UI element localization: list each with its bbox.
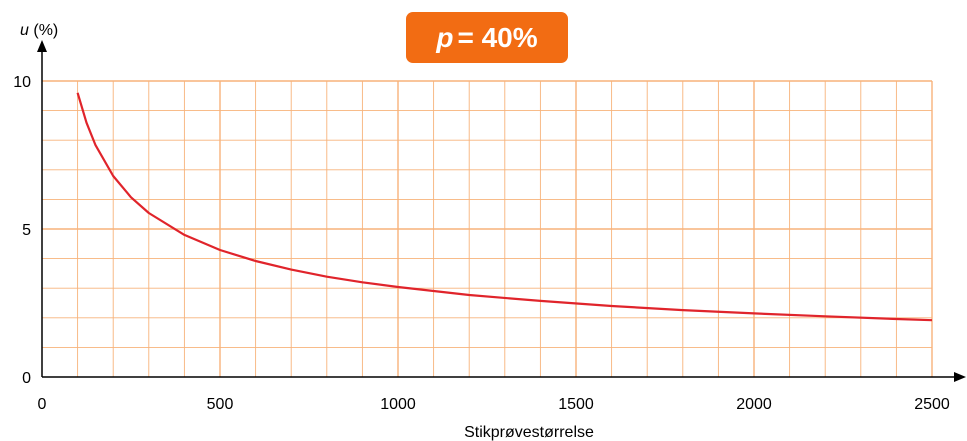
x-tick-label: 2000 <box>736 396 772 413</box>
x-tick-label: 2500 <box>914 396 950 413</box>
tick-labels: 0 500 1000 1500 2000 2500 0 5 10 <box>13 74 950 413</box>
x-tick-label: 1500 <box>558 396 594 413</box>
y-tick-label: 5 <box>22 222 31 239</box>
x-tick-label: 0 <box>38 396 47 413</box>
grid <box>42 80 933 377</box>
y-axis-arrow <box>37 40 47 52</box>
x-tick-label: 1000 <box>380 396 416 413</box>
x-axis-label: Stikprøvestørrelse <box>464 424 594 441</box>
y-axis-variable: u <box>20 22 29 39</box>
badge-variable: p <box>436 21 454 53</box>
y-axis-unit: (%) <box>33 22 59 39</box>
badge-value: = 40% <box>457 21 538 53</box>
y-axis-label: u (%) <box>20 22 58 40</box>
y-tick-label: 0 <box>22 370 31 387</box>
x-tick-label: 500 <box>207 396 234 413</box>
y-tick-label: 10 <box>13 74 31 91</box>
series-line <box>76 92 933 322</box>
proportion-badge: p = 40% <box>406 12 568 63</box>
x-axis-arrow <box>954 372 966 382</box>
